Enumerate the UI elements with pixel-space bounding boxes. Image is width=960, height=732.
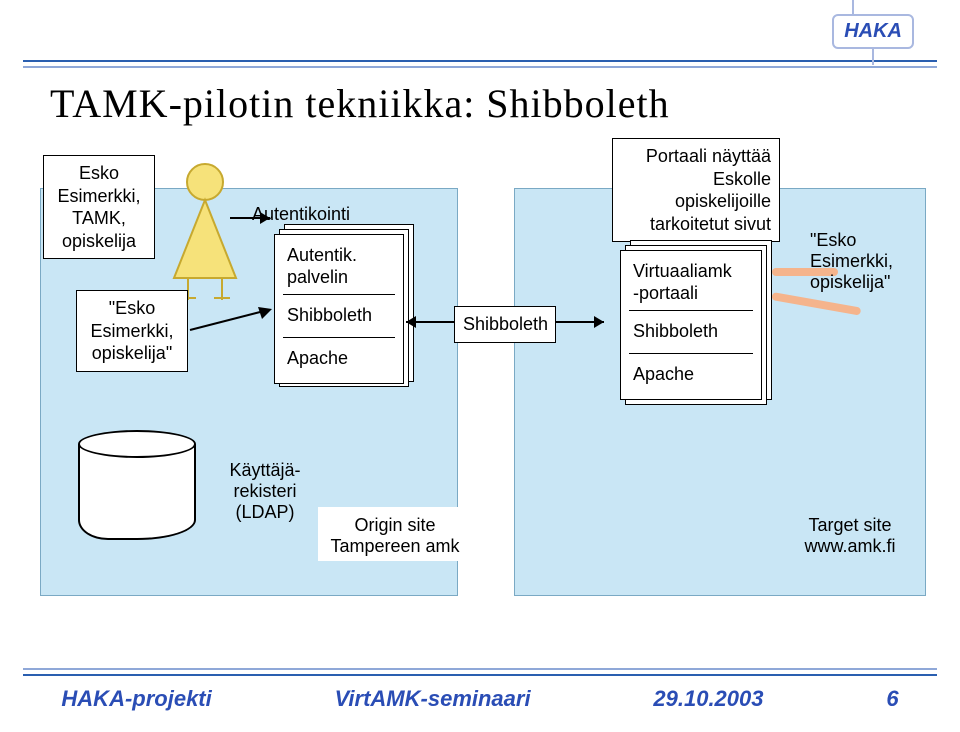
user-identity-text: Esko Esimerkki, TAMK, opiskelija <box>57 163 140 251</box>
bottom-rule <box>23 668 937 680</box>
credentials-box: "Esko Esimerkki, opiskelija" <box>76 290 188 372</box>
left-stack-0: Autentik. palvelin <box>283 239 395 295</box>
top-rule <box>23 60 937 72</box>
footer-page: 6 <box>886 686 898 712</box>
slide-title: TAMK-pilotin tekniikka: Shibboleth <box>50 80 670 127</box>
user-identity-box: Esko Esimerkki, TAMK, opiskelija <box>43 155 155 259</box>
right-stack-2: Apache <box>629 354 753 396</box>
ldap-cylinder-icon <box>78 430 196 540</box>
origin-site-label: Origin site Tampereen amk <box>310 515 480 557</box>
portal-note-box: Portaali näyttää Eskolle opiskelijoille … <box>612 138 780 242</box>
middle-shib-text: Shibboleth <box>463 314 548 334</box>
right-server-stack: Virtuaaliamk -portaali Shibboleth Apache <box>620 250 772 400</box>
right-stack-1: Shibboleth <box>629 311 753 354</box>
middle-shibboleth-box: Shibboleth <box>454 306 556 343</box>
credentials-text: "Esko Esimerkki, opiskelija" <box>90 298 173 363</box>
person-icon <box>160 160 250 300</box>
footer-date: 29.10.2003 <box>653 686 763 712</box>
left-stack-2: Apache <box>283 338 395 380</box>
footer-event: VirtAMK-seminaari <box>335 686 531 712</box>
auth-label: Autentikointi <box>252 204 350 225</box>
footer-project: HAKA-projekti <box>61 686 211 712</box>
portal-note-text: Portaali näyttää Eskolle opiskelijoille … <box>646 146 771 234</box>
left-server-stack: Autentik. palvelin Shibboleth Apache <box>274 234 414 384</box>
left-stack-1: Shibboleth <box>283 295 395 338</box>
target-site-label: Target site www.amk.fi <box>780 515 920 557</box>
slide-footer: HAKA-projekti VirtAMK-seminaari 29.10.20… <box>0 686 960 712</box>
user-echo-text: "Esko Esimerkki, opiskelija" <box>810 230 930 293</box>
ldap-label: Käyttäjä- rekisteri (LDAP) <box>210 460 320 523</box>
haka-badge: HAKA <box>832 14 914 49</box>
right-stack-0: Virtuaaliamk -portaali <box>629 255 753 311</box>
